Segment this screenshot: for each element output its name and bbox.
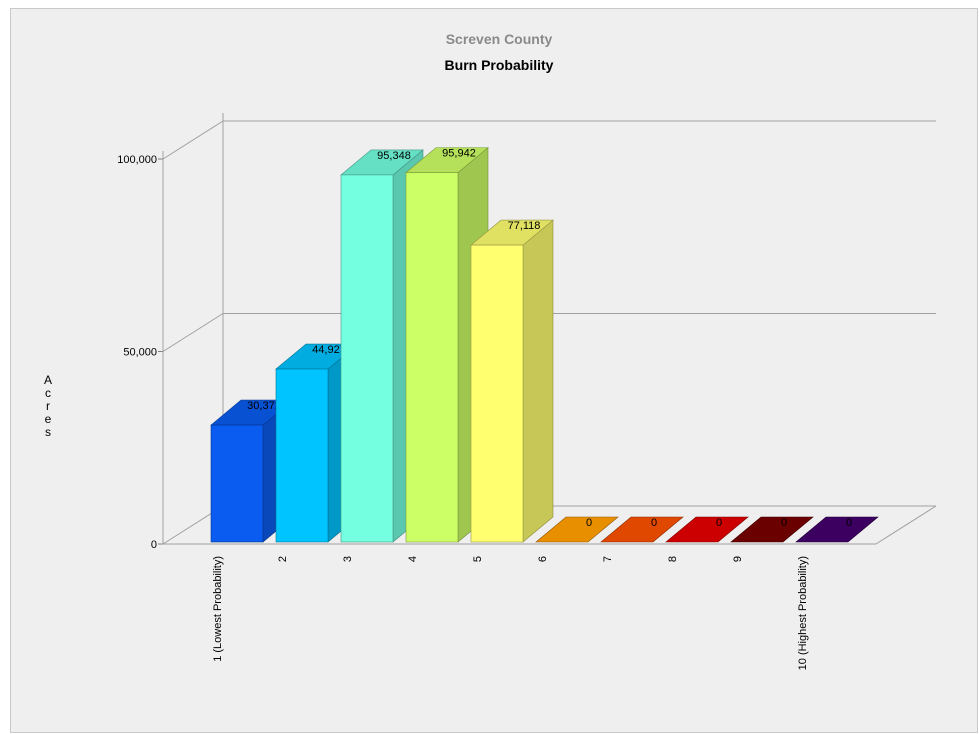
gridline-diagonal <box>162 313 224 352</box>
data-label: 77,118 <box>508 220 541 232</box>
bar <box>535 516 619 543</box>
x-tick-label: 1 (Lowest Probability) <box>212 556 224 662</box>
bar <box>405 172 459 543</box>
x-tick-label: 9 <box>732 556 744 562</box>
bar <box>600 516 684 543</box>
x-tick-label: 2 <box>277 556 289 562</box>
y-axis-label-char: s <box>45 425 51 439</box>
y-axis-label-char: r <box>46 399 50 413</box>
y-tick-label: 0 <box>151 539 157 551</box>
bar-group <box>535 516 619 543</box>
floor-right-edge <box>875 505 937 545</box>
data-label: 0 <box>586 517 592 529</box>
bar <box>665 516 749 543</box>
bar <box>210 424 264 543</box>
data-label: 95,942 <box>442 148 476 160</box>
bar-side <box>522 219 554 543</box>
bar-group <box>470 219 554 543</box>
bar <box>275 368 329 543</box>
bar-group <box>600 516 684 543</box>
x-tick-label: 4 <box>407 556 419 562</box>
x-tick-label: 10 (Highest Probability) <box>797 556 809 670</box>
bar-group <box>795 516 879 543</box>
x-tick-label: 8 <box>667 556 679 562</box>
data-label: 44,927 <box>312 344 346 356</box>
bar <box>730 516 814 543</box>
data-label: 0 <box>716 517 722 529</box>
data-label: 30,372 <box>247 400 281 412</box>
gridline-diagonal <box>162 120 224 160</box>
x-tick-label: 3 <box>342 556 354 562</box>
data-label: 0 <box>781 517 787 529</box>
data-label: 0 <box>651 517 657 529</box>
chart-subtitle: Burn Probability <box>445 57 554 73</box>
chart-title: Screven County <box>446 31 553 47</box>
bar <box>795 516 879 543</box>
data-label: 95,348 <box>377 150 411 162</box>
plot-area: 0 50,000 100,000 30,372 1 (Lowest Probabilit… <box>117 113 937 670</box>
x-tick-label: 6 <box>537 556 549 562</box>
data-label: 0 <box>846 517 852 529</box>
bar <box>470 244 524 543</box>
bar-group <box>730 516 814 543</box>
y-tick-label: 50,000 <box>123 347 157 359</box>
x-tick-label: 7 <box>602 556 614 562</box>
y-tick-label: 100,000 <box>117 154 157 166</box>
y-axis-label-char: c <box>45 386 51 400</box>
y-axis-label-char: A <box>44 373 52 387</box>
y-axis-label-char: e <box>45 412 52 426</box>
bar <box>340 174 394 543</box>
x-tick-label: 5 <box>472 556 484 562</box>
bar-group <box>665 516 749 543</box>
